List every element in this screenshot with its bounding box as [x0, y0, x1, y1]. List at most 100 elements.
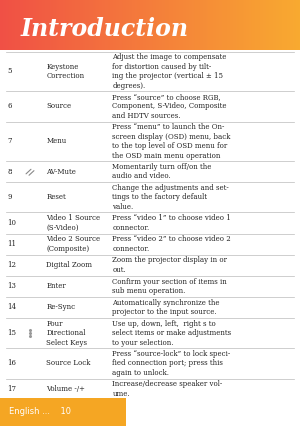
Bar — [6, 0, 8, 50]
Bar — [106, 0, 108, 50]
Bar — [38, 0, 39, 50]
Bar — [93, 0, 95, 50]
Bar — [90, 0, 92, 50]
Bar — [27, 0, 29, 50]
Bar — [284, 0, 285, 50]
Bar — [244, 0, 246, 50]
Text: 9: 9 — [8, 193, 12, 201]
Bar — [178, 0, 180, 50]
Text: 11: 11 — [8, 240, 16, 248]
Bar — [34, 0, 36, 50]
Bar — [180, 0, 182, 50]
Bar — [258, 0, 260, 50]
Bar — [190, 0, 192, 50]
Text: Press “menu” to launch the On-
screen display (OSD) menu, back
to the top level : Press “menu” to launch the On- screen di… — [112, 123, 231, 159]
Bar — [196, 0, 198, 50]
Bar — [142, 0, 144, 50]
Bar — [122, 0, 123, 50]
Bar — [58, 0, 60, 50]
Bar — [264, 0, 266, 50]
Bar — [206, 0, 207, 50]
Bar — [184, 0, 186, 50]
Bar — [188, 0, 189, 50]
Bar — [208, 0, 210, 50]
Bar — [153, 0, 155, 50]
Bar — [100, 0, 102, 50]
Bar — [30, 0, 32, 50]
Bar — [141, 0, 143, 50]
Bar — [114, 0, 116, 50]
Bar — [186, 0, 188, 50]
Bar — [202, 0, 204, 50]
Bar — [261, 0, 263, 50]
Bar — [15, 0, 17, 50]
Bar — [39, 0, 41, 50]
Text: Press “source-lock” to lock speci-
fied connection port; press this
again to unl: Press “source-lock” to lock speci- fied … — [112, 350, 231, 377]
Bar — [273, 0, 275, 50]
Bar — [116, 0, 117, 50]
Bar — [200, 0, 201, 50]
Bar — [22, 0, 24, 50]
Bar — [48, 0, 50, 50]
Bar — [70, 0, 72, 50]
Bar — [74, 0, 75, 50]
Bar — [76, 0, 78, 50]
Bar — [24, 0, 26, 50]
Bar — [18, 0, 20, 50]
Text: 13: 13 — [8, 282, 16, 291]
Bar — [117, 0, 119, 50]
Bar — [140, 0, 141, 50]
Bar — [255, 0, 257, 50]
Bar — [96, 0, 98, 50]
Bar — [11, 0, 12, 50]
Bar — [61, 0, 63, 50]
Bar — [254, 0, 255, 50]
Bar — [236, 0, 237, 50]
Bar — [146, 0, 147, 50]
Bar — [87, 0, 89, 50]
Bar — [52, 0, 54, 50]
Text: Digital Zoom: Digital Zoom — [46, 261, 92, 269]
Bar — [282, 0, 284, 50]
Bar — [147, 0, 149, 50]
Text: Video 2 Source
(Composite): Video 2 Source (Composite) — [46, 235, 100, 253]
Text: Press “video 2” to choose video 2
connector.: Press “video 2” to choose video 2 connec… — [112, 235, 231, 253]
Bar — [240, 0, 242, 50]
Bar — [148, 0, 150, 50]
Bar — [214, 0, 216, 50]
Bar — [94, 0, 96, 50]
Bar — [130, 0, 132, 50]
Bar — [262, 0, 264, 50]
Bar — [98, 0, 99, 50]
Text: 8: 8 — [8, 167, 12, 176]
Bar — [192, 0, 194, 50]
Bar — [237, 0, 239, 50]
Bar — [268, 0, 270, 50]
Text: Automatically synchronize the
projector to the input source.: Automatically synchronize the projector … — [112, 299, 220, 316]
Bar — [112, 0, 114, 50]
Bar — [225, 0, 227, 50]
Bar — [164, 0, 165, 50]
Text: Press “source” to choose RGB,
Component, S-Video, Composite
and HDTV sources.: Press “source” to choose RGB, Component,… — [112, 93, 227, 120]
Bar — [129, 0, 131, 50]
Bar — [80, 0, 81, 50]
Bar — [88, 0, 90, 50]
Bar — [102, 0, 104, 50]
Bar — [26, 0, 27, 50]
Text: 12: 12 — [8, 261, 16, 269]
Bar — [298, 0, 300, 50]
Bar — [279, 0, 281, 50]
Bar — [266, 0, 267, 50]
Text: Four
Directional
Select Keys: Four Directional Select Keys — [46, 320, 88, 347]
Bar — [171, 0, 173, 50]
Bar — [108, 0, 110, 50]
Bar — [134, 0, 135, 50]
Text: Change the adjustments and set-
tings to the factory default
value.: Change the adjustments and set- tings to… — [112, 184, 229, 211]
Bar — [220, 0, 222, 50]
Bar — [44, 0, 45, 50]
Bar — [33, 0, 35, 50]
Bar — [81, 0, 83, 50]
Bar — [42, 0, 44, 50]
Bar — [212, 0, 213, 50]
Text: Menu: Menu — [46, 137, 67, 145]
